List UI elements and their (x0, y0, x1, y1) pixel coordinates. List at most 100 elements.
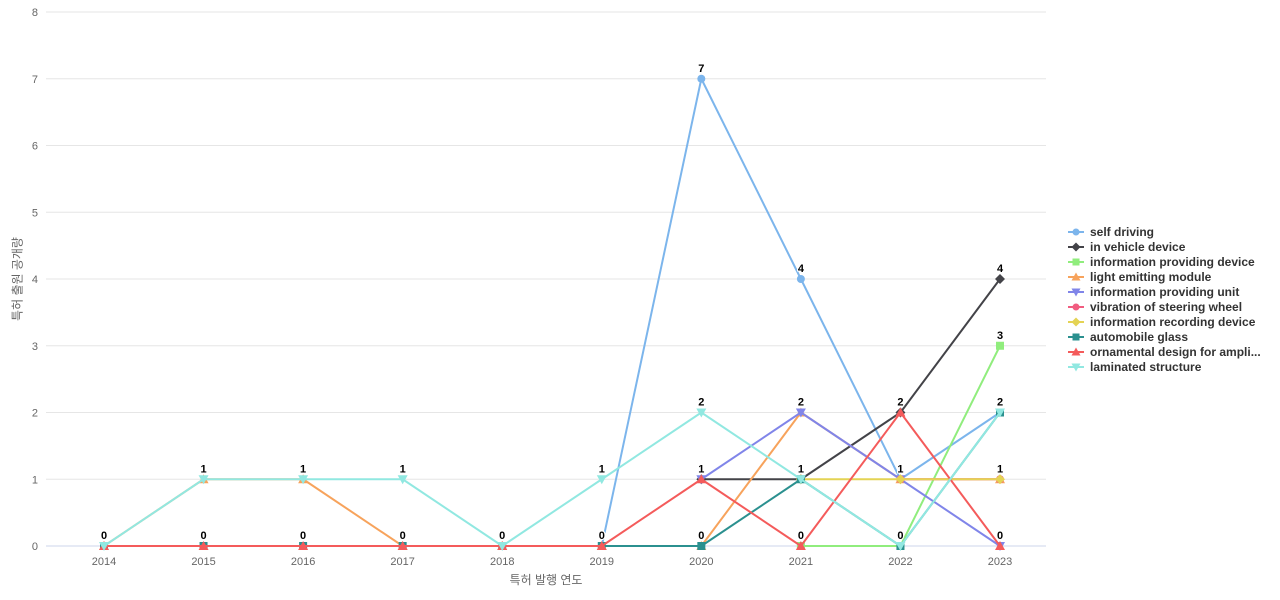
data-label: 1 (698, 463, 704, 475)
series-marker-triangle-down (298, 475, 309, 485)
legend-item-light-emitting-module[interactable]: light emitting module (1068, 269, 1261, 284)
data-label: 1 (798, 463, 804, 475)
legend-marker-diamond-icon (1068, 317, 1084, 326)
series-marker-square (996, 341, 1004, 350)
data-label: 0 (499, 530, 505, 542)
series-marker-diamond (995, 474, 1005, 485)
legend-item-self-driving[interactable]: self driving (1068, 224, 1261, 239)
legend-item-ornamental-design-for-ampli[interactable]: ornamental design for ampli... (1068, 344, 1261, 359)
series-marker-diamond (995, 274, 1005, 284)
series-marker-diamond (1071, 242, 1081, 251)
data-label: 0 (698, 530, 704, 542)
x-tick-label: 2023 (988, 556, 1012, 568)
legend-label: in vehicle device (1090, 239, 1186, 254)
x-tick-label: 2019 (590, 556, 614, 568)
series-marker-square (1072, 258, 1080, 265)
data-label: 0 (300, 530, 306, 542)
legend-item-automobile-glass[interactable]: automobile glass (1068, 329, 1261, 344)
series-marker-diamond (1071, 317, 1081, 326)
legend-marker-triangle-icon (1068, 272, 1084, 280)
data-label: 0 (599, 530, 605, 542)
data-label: 1 (798, 463, 804, 475)
legend-marker-square-icon (1068, 258, 1084, 265)
y-tick-label: 2 (32, 408, 38, 420)
data-label: 0 (200, 530, 206, 542)
y-tick-label: 5 (32, 207, 38, 219)
legend-item-information-providing-device[interactable]: information providing device (1068, 254, 1261, 269)
legend-item-information-recording-device[interactable]: information recording device (1068, 314, 1261, 329)
data-label: 1 (997, 463, 1003, 475)
data-label: 7 (698, 63, 704, 75)
data-label: 1 (798, 463, 804, 475)
x-tick-label: 2017 (390, 556, 414, 568)
data-label: 1 (897, 463, 903, 475)
data-label: 0 (798, 530, 804, 542)
legend-item-in-vehicle-device[interactable]: in vehicle device (1068, 239, 1261, 254)
data-label: 1 (599, 463, 605, 475)
data-label: 1 (997, 463, 1003, 475)
legend-label: vibration of steering wheel (1090, 299, 1243, 314)
data-label: 0 (200, 530, 206, 542)
y-axis-title: 특허 출원 공개량 (10, 237, 25, 321)
series-marker-triangle (995, 541, 1005, 550)
x-tick-label: 2022 (888, 556, 912, 568)
data-label: 2 (798, 397, 804, 409)
legend-label: laminated structure (1090, 359, 1202, 374)
data-label: 1 (300, 463, 306, 475)
y-tick-label: 6 (32, 141, 38, 153)
data-label: 1 (300, 463, 306, 475)
data-label: 2 (698, 397, 704, 409)
legend-item-information-providing-unit[interactable]: information providing unit (1068, 284, 1261, 299)
series-marker-triangle (198, 541, 209, 550)
data-label: 0 (499, 530, 505, 542)
x-tick-label: 2014 (92, 556, 116, 568)
x-tick-label: 2021 (789, 556, 813, 568)
series-line (103, 411, 1001, 547)
series-marker-triangle (895, 407, 906, 417)
series-marker-triangle-down (696, 408, 707, 418)
legend: self driving in vehicle device information… (1068, 224, 1261, 374)
y-tick-label: 0 (32, 541, 38, 553)
data-label: 1 (897, 463, 903, 475)
series-line (799, 344, 1001, 547)
data-label: 1 (200, 463, 206, 475)
data-label: 0 (997, 530, 1003, 542)
series-marker-triangle-down (397, 475, 408, 485)
data-label: 1 (698, 463, 704, 475)
data-label: 0 (101, 530, 107, 542)
series-line (103, 411, 1001, 547)
series-marker-triangle (596, 541, 607, 550)
data-label: 3 (997, 330, 1003, 342)
legend-item-vibration-of-steering-wheel[interactable]: vibration of steering wheel (1068, 299, 1261, 314)
series-marker-square (1072, 333, 1080, 340)
legend-marker-square-icon (1068, 333, 1084, 340)
legend-marker-diamond-icon (1068, 242, 1084, 251)
legend-item-laminated-structure[interactable]: laminated structure (1068, 359, 1261, 374)
y-tick-label: 3 (32, 341, 38, 353)
series-marker-triangle-down (995, 408, 1005, 418)
x-axis-title: 특허 발행 연도 (509, 573, 583, 587)
data-label: 0 (599, 530, 605, 542)
data-label: 0 (300, 530, 306, 542)
data-label: 1 (897, 463, 903, 475)
y-tick-label: 7 (32, 74, 38, 86)
series-marker-triangle-down (497, 542, 508, 551)
series-marker-triangle (298, 541, 309, 550)
data-label: 2 (798, 397, 804, 409)
series-marker-triangle-down (1071, 288, 1081, 296)
data-label: 0 (499, 530, 505, 542)
legend-label: information providing unit (1090, 284, 1240, 299)
legend-label: light emitting module (1090, 269, 1212, 284)
data-label: 0 (101, 530, 107, 542)
data-label: 0 (400, 530, 406, 542)
data-label: 1 (997, 463, 1003, 475)
data-label: 2 (997, 397, 1003, 409)
data-label: 0 (897, 530, 903, 542)
data-label: 0 (400, 530, 406, 542)
data-label: 0 (897, 530, 903, 542)
data-label: 2 (897, 397, 903, 409)
data-label: 2 (997, 397, 1003, 409)
series-marker-triangle-down (795, 475, 806, 485)
series-marker-triangle (397, 541, 408, 550)
